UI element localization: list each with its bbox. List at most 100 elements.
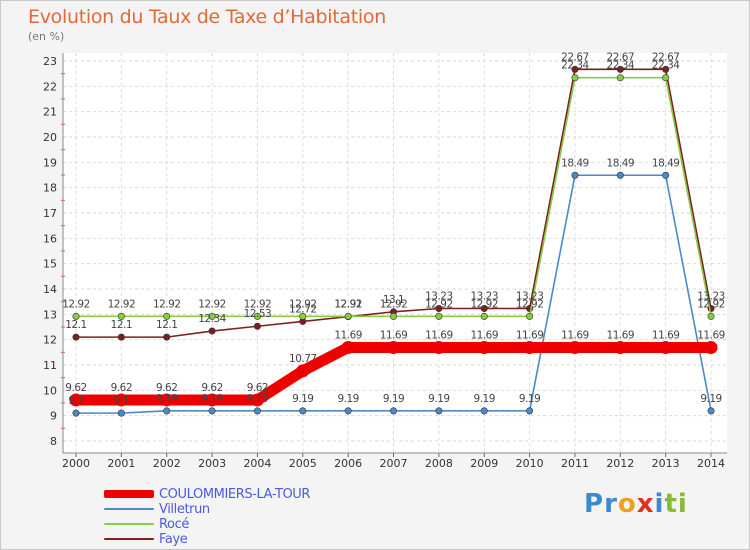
data-label-roce: 22.34	[607, 60, 635, 72]
data-point-roce	[662, 74, 670, 82]
data-label-faye: 13.23	[470, 291, 498, 303]
legend-item-roce: Rocé	[104, 517, 189, 532]
data-label-roce: 12.92	[470, 298, 498, 310]
legend-item-faye: Faye	[104, 531, 188, 547]
data-label-faye: 13.23	[697, 291, 725, 303]
x-tick-label: 2013	[652, 457, 680, 470]
chart-title: Evolution du Taux de Taxe d’Habitation	[28, 6, 386, 28]
legend-swatch	[104, 538, 154, 540]
data-point-villetrun	[435, 407, 443, 415]
data-label-coulommiers: 9.62	[201, 382, 222, 394]
logo-letter: i	[654, 489, 665, 519]
data-label-villetrun: 9.19	[519, 393, 540, 405]
data-label-layer: 9.62 9.62 9.62 9.62 9.62 10.77 11.69 11.69 11.69…	[62, 51, 725, 407]
y-tick-label: 11	[43, 359, 57, 372]
data-point-roce	[208, 312, 216, 320]
data-label-faye: 12.53	[244, 308, 272, 320]
data-point-villetrun	[253, 407, 261, 415]
data-label-faye: 12.1	[65, 319, 86, 331]
data-point-villetrun	[163, 407, 171, 415]
data-label-coulommiers: 9.62	[247, 382, 268, 394]
data-label-villetrun: 9.19	[700, 393, 721, 405]
data-point-roce	[344, 312, 352, 320]
data-point-villetrun	[662, 171, 670, 179]
data-point-coulommiers	[205, 393, 219, 407]
data-label-roce: 12.92	[697, 298, 725, 310]
y-tick-label: 15	[43, 258, 57, 271]
x-tick-label: 2001	[107, 457, 135, 470]
logo-letter: o	[617, 489, 637, 519]
x-tick-label: 2012	[606, 457, 634, 470]
data-label-villetrun: 9.1	[68, 395, 83, 407]
data-point-villetrun	[208, 407, 216, 415]
data-label-villetrun: 9.19	[474, 393, 495, 405]
data-label-coulommiers: 11.69	[516, 330, 544, 342]
x-tick-label: 2004	[243, 457, 271, 470]
data-label-villetrun: 9.19	[383, 393, 404, 405]
data-point-villetrun	[616, 171, 624, 179]
data-point-coulommiers	[69, 393, 83, 407]
logo-letter: i	[677, 489, 688, 519]
y-tick-label: 16	[43, 232, 57, 245]
data-point-villetrun	[480, 407, 488, 415]
data-point-coulommiers	[160, 393, 174, 407]
data-point-villetrun	[299, 407, 307, 415]
data-point-roce	[435, 312, 443, 320]
data-point-villetrun	[390, 407, 398, 415]
data-point-faye	[163, 333, 171, 341]
data-label-roce: 12.92	[153, 298, 181, 310]
data-point-villetrun	[72, 409, 80, 417]
data-label-villetrun: 18.49	[652, 157, 680, 169]
data-point-faye	[616, 65, 624, 73]
data-label-coulommiers: 9.62	[111, 382, 132, 394]
data-label-faye: 13.1	[383, 294, 404, 306]
data-label-faye: 12.91	[334, 299, 362, 311]
x-tick-label: 2005	[289, 457, 317, 470]
logo-letter: x	[636, 489, 655, 519]
data-point-roce	[163, 312, 171, 320]
data-label-faye: 13.23	[516, 291, 544, 303]
data-point-faye	[117, 333, 125, 341]
y-axis-unit-label: (en %)	[28, 30, 65, 43]
y-tick-label: 10	[43, 384, 57, 397]
legend-swatch	[104, 508, 154, 510]
data-point-faye	[253, 322, 261, 330]
data-point-coulommiers	[296, 364, 310, 378]
y-tick-label: 21	[43, 106, 57, 119]
data-label-villetrun: 18.49	[607, 157, 635, 169]
data-point-roce	[616, 74, 624, 82]
data-label-villetrun: 9.19	[247, 393, 268, 405]
data-label-coulommiers: 10.77	[289, 353, 317, 365]
data-point-roce	[72, 312, 80, 320]
data-label-roce: 22.34	[561, 60, 589, 72]
data-label-coulommiers: 11.69	[561, 330, 589, 342]
data-point-roce	[480, 312, 488, 320]
y-tick-label: 18	[43, 182, 57, 195]
data-point-villetrun	[526, 407, 534, 415]
data-point-faye	[208, 327, 216, 335]
x-tick-label: 2000	[62, 457, 90, 470]
data-point-villetrun	[344, 407, 352, 415]
x-tick-label: 2010	[516, 457, 544, 470]
data-point-coulommiers	[250, 393, 264, 407]
data-label-coulommiers: 11.69	[425, 330, 453, 342]
legend-item-villetrun: Villetrun	[104, 502, 210, 517]
data-label-faye: 12.72	[289, 303, 317, 315]
data-label-roce: 12.92	[289, 298, 317, 310]
legend-label: Faye	[159, 531, 188, 547]
y-tick-label: 23	[43, 55, 57, 68]
data-point-coulommiers	[568, 341, 582, 355]
legend-swatch	[104, 523, 154, 525]
data-point-coulommiers	[477, 341, 491, 355]
data-label-roce: 12.92	[425, 298, 453, 310]
logo-letter: P	[584, 489, 605, 519]
data-point-coulommiers	[114, 393, 128, 407]
logo-letter: t	[664, 489, 678, 519]
data-label-faye: 13.23	[425, 291, 453, 303]
data-point-coulommiers	[432, 341, 446, 355]
data-label-roce: 12.92	[516, 298, 544, 310]
data-point-villetrun	[707, 407, 715, 415]
proxiti-logo: Proxiti	[584, 489, 688, 519]
